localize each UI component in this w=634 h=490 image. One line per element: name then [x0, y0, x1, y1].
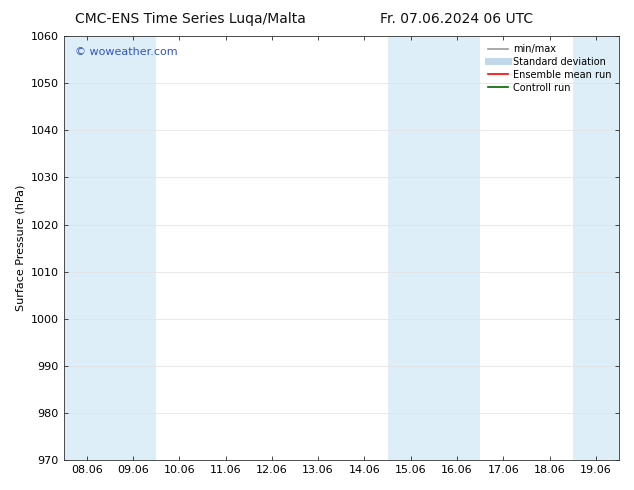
Y-axis label: Surface Pressure (hPa): Surface Pressure (hPa)	[15, 185, 25, 311]
Bar	[63, 36, 110, 460]
Bar	[573, 36, 619, 460]
Legend: min/max, Standard deviation, Ensemble mean run, Controll run: min/max, Standard deviation, Ensemble me…	[486, 41, 614, 96]
Bar	[110, 36, 156, 460]
Bar	[434, 36, 480, 460]
Bar	[387, 36, 434, 460]
Text: CMC-ENS Time Series Luqa/Malta: CMC-ENS Time Series Luqa/Malta	[75, 12, 306, 26]
Text: Fr. 07.06.2024 06 UTC: Fr. 07.06.2024 06 UTC	[380, 12, 533, 26]
Text: © woweather.com: © woweather.com	[75, 47, 178, 57]
